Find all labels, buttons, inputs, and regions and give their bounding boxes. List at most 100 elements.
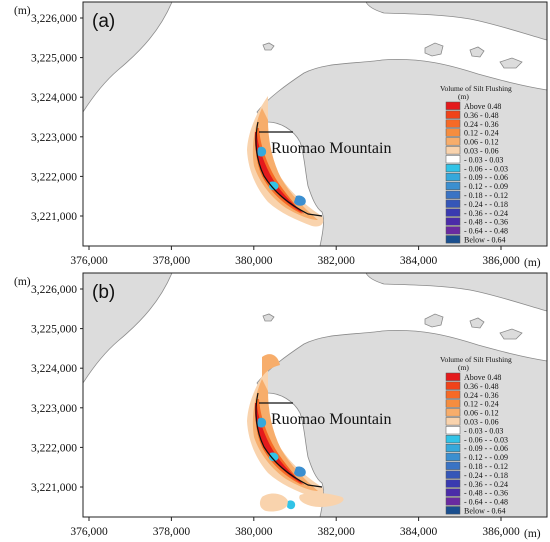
legend-swatch: [445, 435, 461, 444]
legend: Volume of Silt Flushing(m)Above 0.480.36…: [440, 84, 512, 245]
legend-item-label: Above 0.48: [464, 373, 501, 382]
legend-title: Volume of Silt Flushing: [440, 84, 512, 93]
silt-flushing-field: [247, 96, 324, 227]
legend-item-label: - 0.03 - 0.03: [464, 155, 503, 164]
land-northwest: [82, 272, 173, 385]
scour-patch-c: [294, 195, 306, 206]
legend-item-label: - 0.18 - - 0.12: [464, 191, 508, 200]
legend-item-label: Below - 0.64: [464, 236, 506, 245]
land-northwest: [82, 1, 173, 114]
legend-swatch: [445, 128, 461, 137]
legend-swatch: [445, 497, 461, 506]
y-tick-label: 3,222,000: [31, 171, 77, 183]
y-tick-label: 3,225,000: [31, 53, 77, 65]
outer-shoreline: [255, 392, 323, 488]
legend-item-label: - 0.12 - - 0.09: [464, 182, 508, 191]
map-panel-a: 3,226,000 3,225,000 3,224,000 3,223,000 3,22…: [14, 1, 548, 269]
legend-item-label: Below - 0.64: [464, 507, 506, 516]
legend-swatch: [445, 110, 461, 119]
y-tick-label: 3,222,000: [31, 442, 77, 454]
y-axis-ticks: 3,226,000 3,225,000 3,224,000 3,223,000 3,22…: [31, 284, 83, 494]
legend-item-label: 0.06 - 0.12: [464, 138, 499, 147]
legend-item-label: - 0.09 - - 0.06: [464, 444, 508, 453]
legend-item-label: - 0.64 - - 0.48: [464, 227, 508, 236]
island-east-b: [469, 46, 485, 58]
legend-swatch: [445, 443, 461, 453]
legend-swatch: [445, 155, 461, 164]
legend-swatch: [445, 164, 461, 173]
legend-swatch: [445, 137, 461, 146]
y-tick-label: 3,223,000: [31, 403, 77, 415]
legend-swatch: [445, 208, 461, 217]
map-panel-a-svg: 3,226,000 3,225,000 3,224,000 3,223,000 3,22…: [14, 1, 548, 269]
legend-swatch: [445, 226, 461, 235]
x-tick-label: 382,000: [318, 255, 356, 267]
x-axis-ticks: 376,000 378,000 380,000 382,000 384,000 386,0…: [70, 246, 520, 267]
x-tick-label: 382,000: [318, 526, 356, 538]
x-tick-label: 380,000: [235, 526, 273, 538]
scour-patch-b: [269, 452, 279, 462]
panel-label: (b): [92, 282, 115, 303]
x-tick-label: 376,000: [70, 526, 108, 538]
legend-swatch: [445, 146, 461, 155]
legend-item-label: - 0.36 - - 0.24: [464, 480, 508, 489]
legend-item-label: - 0.24 - - 0.18: [464, 200, 508, 209]
x-tick-label: 378,000: [153, 255, 191, 267]
map-panel-b: 3,226,000 3,225,000 3,224,000 3,223,000 3,22…: [0, 271, 550, 542]
legend: Volume of Silt Flushing(m)Above 0.480.36…: [440, 355, 512, 516]
legend-item-label: - 0.06 - - 0.03: [464, 164, 508, 173]
land-northeast: [365, 272, 548, 312]
scour-patch-offshore: [287, 500, 296, 510]
x-tick-label: 376,000: [70, 255, 108, 267]
y-tick-label: 3,221,000: [31, 482, 77, 494]
land-northeast: [365, 1, 548, 41]
legend-swatch: [445, 452, 461, 461]
y-tick-label: 3,221,000: [31, 211, 77, 223]
outer-shoreline: [255, 121, 323, 217]
legend-item-label: - 0.36 - - 0.24: [464, 209, 508, 218]
legend-unit: (m): [458, 363, 469, 372]
legend-swatch: [445, 399, 461, 408]
legend-swatch: [445, 408, 461, 417]
legend-item-label: - 0.64 - - 0.48: [464, 498, 508, 507]
map-panel-b-svg: 3,226,000 3,225,000 3,224,000 3,223,000 3,22…: [14, 272, 548, 540]
island-east-c: [499, 57, 523, 69]
x-axis-unit: (m): [524, 257, 541, 269]
legend-title: Volume of Silt Flushing: [440, 355, 512, 364]
x-axis-ticks: 376,000 378,000 380,000 382,000 384,000 386,0…: [70, 517, 520, 538]
legend-swatch: [445, 506, 461, 515]
map-frame: [82, 272, 548, 518]
y-tick-label: 3,224,000: [31, 363, 77, 375]
legend-item-label: 0.03 - 0.06: [464, 147, 499, 156]
scour-patch-c: [294, 466, 306, 477]
land-ruomao-peninsula: [256, 330, 548, 518]
land-ruomao-peninsula: [256, 59, 548, 247]
y-tick-label: 3,223,000: [31, 132, 77, 144]
legend-item-label: - 0.48 - - 0.36: [464, 218, 508, 227]
flush-zone-north-extent: [262, 354, 280, 377]
legend-item-label: 0.24 - 0.36: [464, 120, 499, 129]
y-tick-label: 3,225,000: [31, 324, 77, 336]
land-masses: [82, 272, 548, 518]
legend-swatch: [445, 479, 461, 488]
legend-swatch: [445, 488, 461, 497]
legend-swatch: [445, 172, 461, 182]
island-small-north: [262, 313, 275, 322]
scour-patch-b: [269, 181, 279, 191]
legend-swatch: [445, 390, 461, 399]
legend-item-label: - 0.06 - - 0.03: [464, 435, 508, 444]
legend-item-label: 0.36 - 0.48: [464, 111, 499, 120]
island-east-a: [424, 313, 444, 328]
flush-zone-mid: [252, 379, 318, 491]
deposit-patch-offshore-b: [299, 492, 344, 507]
island-east-c: [499, 328, 523, 340]
legend-item-label: - 0.24 - - 0.18: [464, 471, 508, 480]
silt-flushing-field: [247, 354, 344, 512]
x-tick-label: 378,000: [153, 526, 191, 538]
legend-swatch: [445, 101, 461, 110]
legend-swatch: [445, 426, 461, 435]
map-frame: [82, 1, 548, 247]
flush-zone-core: [254, 403, 304, 485]
legend-item-label: 0.06 - 0.12: [464, 409, 499, 418]
legend-swatch: [445, 181, 461, 190]
